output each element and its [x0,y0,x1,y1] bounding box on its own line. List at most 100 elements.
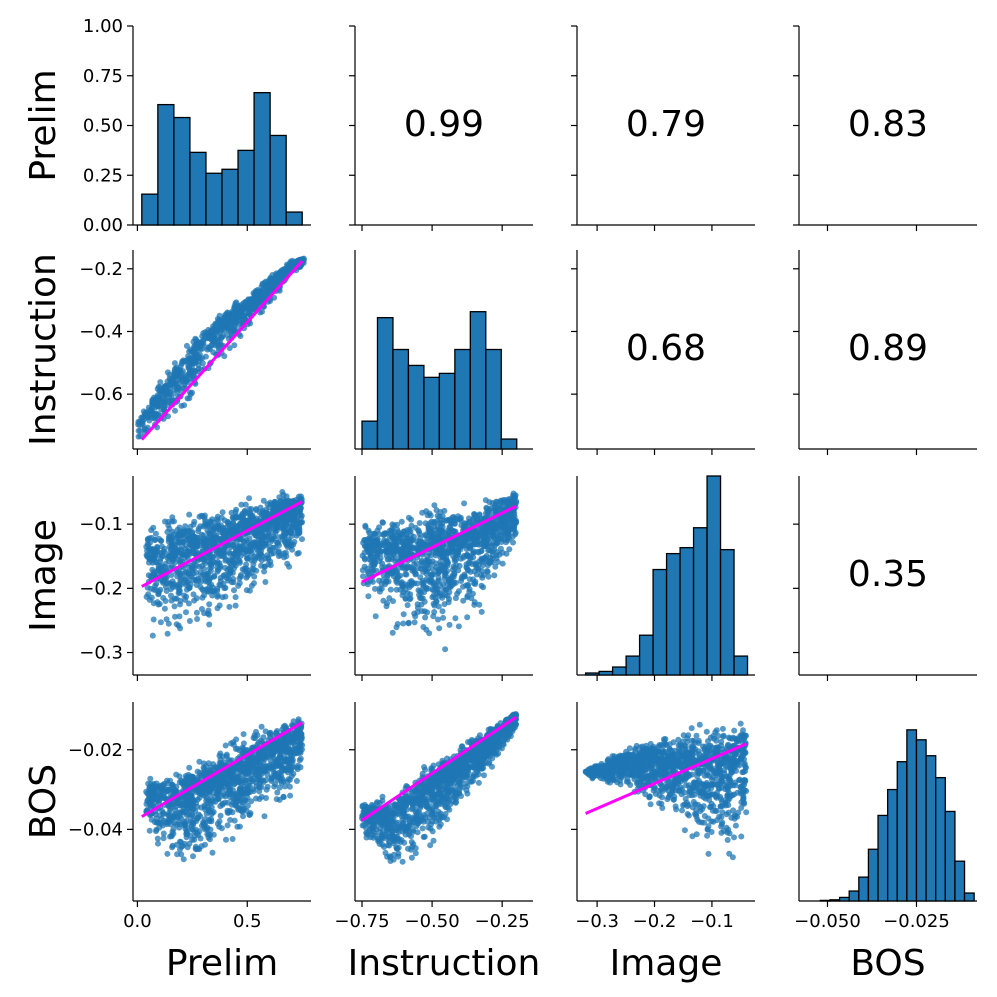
scatter-point [371,558,378,565]
scatter-point [225,790,232,797]
scatter-point [471,599,478,606]
scatter-point [221,552,227,559]
scatter-point [486,508,493,515]
scatter-point [264,783,271,790]
scatter-point [367,549,374,556]
hist-bar-bos [867,848,879,902]
scatter-image-vs-prelim [141,489,306,639]
scatter-point [153,826,160,833]
scatter-point [439,608,446,615]
scatter-point [393,568,400,575]
scatter-point [149,784,156,791]
scatter-point [285,497,292,504]
scatter-point [241,789,248,796]
scatter-point [240,776,247,783]
scatter-point [144,584,151,591]
scatter-point [167,545,174,552]
scatter-point [194,616,201,622]
scatter-point [235,582,242,589]
x-tick-label-image: −0.1 [690,911,734,932]
scatter-point [159,552,166,559]
hist-bar-image [652,568,668,676]
scatter-point [491,535,498,542]
scatter-point [246,311,252,318]
scatter-point [251,580,257,587]
hist-bar-bos [896,761,908,902]
scatter-point [173,771,180,778]
scatter-point [424,609,431,616]
scatter-point [390,542,397,549]
scatter-point [259,281,266,288]
scatter-point [213,324,220,331]
scatter-point [183,828,190,835]
scatter-point [486,540,493,547]
hist-bar-bos [877,814,889,902]
scatter-point [172,613,178,620]
scatter-point [472,561,479,568]
scatter-point [431,502,438,509]
scatter-point [446,589,453,596]
scatter-point [163,616,170,623]
scatter-point [187,541,194,548]
scatter-point [220,773,227,780]
scatter-point [234,823,241,830]
scatter-point [167,586,174,593]
scatter-point [231,559,237,566]
scatter-point [474,534,481,541]
y-tick-label-instruction: −0.2 [79,259,123,280]
scatter-point [214,568,221,575]
hist-bar-bos [906,729,918,902]
scatter-point [271,294,278,301]
scatter-point [503,516,509,523]
scatter-point [376,531,383,538]
scatter-point [231,817,238,824]
scatter-point [255,739,262,746]
scatter-point [205,607,212,614]
scatter-point [494,499,501,506]
scatter-point [150,600,157,607]
scatter-point [240,731,247,738]
scatter-point [183,802,190,809]
scatter-point [168,832,175,839]
scatter-point [437,549,444,556]
hist-bar-instruction [392,348,410,450]
histogram-instruction [361,311,518,450]
scatter-point [479,574,486,581]
scatter-point [426,520,433,527]
panel-bos-image: −0.3 −0.2 −0.1 [571,702,755,932]
hist-bar-image [638,634,654,676]
x-tick-label-instruction: −0.25 [475,911,530,932]
scatter-point [137,427,144,434]
scatter-point [204,344,211,351]
scatter-point [178,777,185,784]
scatter-point [167,807,174,813]
scatter-point [457,514,464,521]
scatter-point [249,778,256,785]
hist-bar-instruction [361,420,379,450]
scatter-point [155,819,162,826]
x-tick-label-image: −0.3 [575,911,619,932]
scatter-point [433,598,440,605]
scatter-point [274,540,281,546]
scatter-point [374,549,381,556]
scatter-point [191,597,198,604]
scatter-point [253,507,260,514]
scatter-point [461,573,468,580]
scatter-instruction-vs-prelim [135,255,307,441]
scatter-point [197,584,204,590]
y-tick-label-instruction: −0.6 [79,384,123,405]
scatter-point [284,514,291,521]
scatter-point [244,802,251,809]
panel-instruction-image [571,250,755,455]
scatter-point [399,592,406,599]
scatter-point [166,533,173,540]
histogram-image [584,475,749,676]
scatter-point [406,538,413,545]
scatter-point [239,763,246,770]
scatter-point [450,528,457,535]
scatter-point [196,563,203,570]
scatter-point [237,573,244,580]
scatter-point [209,592,216,599]
scatter-point [225,756,232,763]
scatter-point [452,516,459,522]
